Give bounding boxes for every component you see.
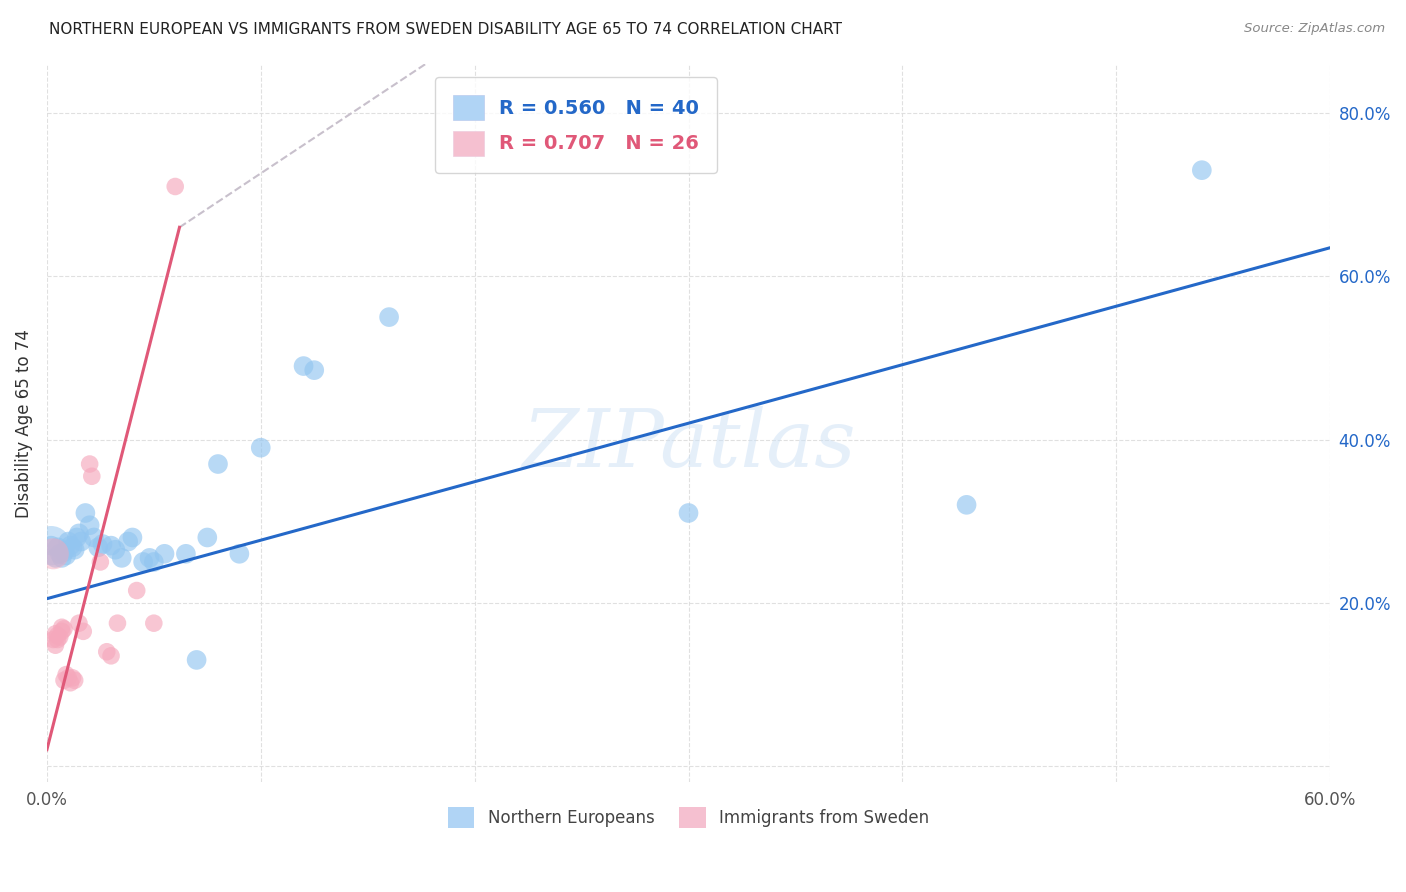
Point [125,583,148,598]
Point [96,645,118,659]
Point [55,549,77,563]
Point [63,673,86,688]
Point [132,555,155,569]
Point [51,620,73,634]
Point [138,550,160,565]
Point [48,630,70,644]
Point [80,469,103,483]
Point [72,624,94,639]
Point [59,675,82,690]
Point [70,534,93,549]
Point [100,648,122,663]
Point [1191,163,1213,178]
Point [39,539,62,553]
Point [87,541,110,555]
Point [46,541,69,555]
Point [107,616,129,631]
Point [63,542,86,557]
Point [59,539,82,553]
Point [83,531,105,545]
Point [55,667,77,681]
Point [153,547,176,561]
Point [186,653,208,667]
Point [53,622,76,636]
Point [165,179,187,194]
Point [174,547,197,561]
Legend: Northern Europeans, Immigrants from Sweden: Northern Europeans, Immigrants from Swed… [441,800,936,835]
Point [39,539,62,553]
Point [195,531,218,545]
Point [53,673,76,688]
Point [142,555,165,569]
Point [53,545,76,559]
Point [955,498,977,512]
Point [62,541,84,555]
Point [62,671,84,685]
Point [66,531,89,545]
Point [51,624,73,639]
Point [207,457,229,471]
Point [121,531,143,545]
Point [228,547,250,561]
Point [51,550,73,565]
Point [42,632,65,647]
Point [249,441,271,455]
Point [79,518,101,533]
Point [302,363,325,377]
Point [378,310,401,324]
Point [89,555,111,569]
Point [42,547,65,561]
Point [678,506,700,520]
Point [100,539,122,553]
Point [44,550,66,565]
Point [67,616,90,631]
Point [58,534,80,549]
Point [75,506,97,520]
Point [48,547,70,561]
Text: ZIPatlas: ZIPatlas [522,406,855,483]
Point [111,550,134,565]
Point [46,628,69,642]
Point [58,671,80,685]
Y-axis label: Disability Age 65 to 74: Disability Age 65 to 74 [15,329,32,517]
Point [67,526,90,541]
Point [44,638,66,652]
Point [44,627,66,641]
Point [104,542,127,557]
Point [292,359,315,373]
Point [46,632,69,647]
Point [91,537,114,551]
Point [79,457,101,471]
Text: Source: ZipAtlas.com: Source: ZipAtlas.com [1244,22,1385,36]
Point [142,616,165,631]
Text: NORTHERN EUROPEAN VS IMMIGRANTS FROM SWEDEN DISABILITY AGE 65 TO 74 CORRELATION : NORTHERN EUROPEAN VS IMMIGRANTS FROM SWE… [49,22,842,37]
Point [117,534,139,549]
